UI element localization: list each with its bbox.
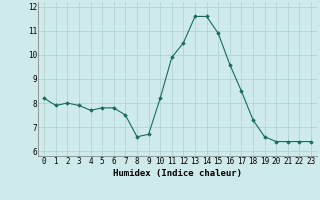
X-axis label: Humidex (Indice chaleur): Humidex (Indice chaleur) xyxy=(113,169,242,178)
